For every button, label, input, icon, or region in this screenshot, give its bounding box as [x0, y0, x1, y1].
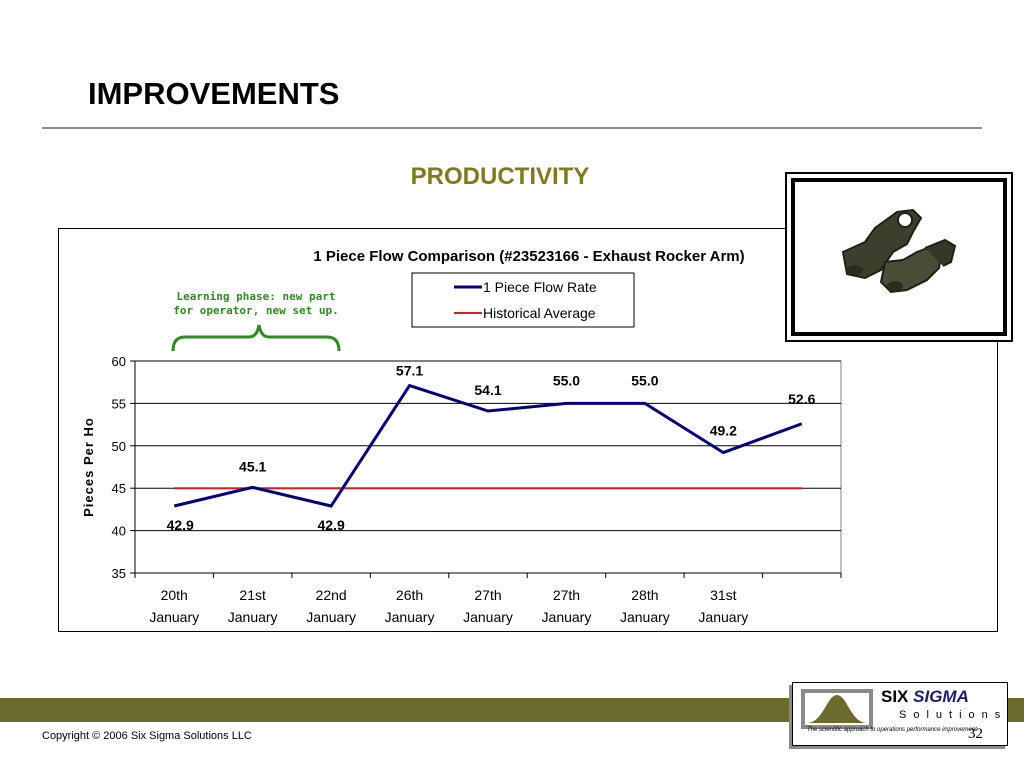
- title-divider: [42, 127, 982, 129]
- x-tick-label: January: [698, 609, 748, 625]
- x-tick-label: 22nd: [316, 587, 347, 603]
- logo-six: SIX: [881, 687, 909, 706]
- x-tick-label: January: [228, 609, 278, 625]
- data-label: 42.9: [317, 517, 344, 533]
- data-label: 45.1: [239, 458, 266, 474]
- data-label: 55.0: [631, 372, 658, 388]
- x-tick-label: 28th: [631, 587, 658, 603]
- x-tick-label: January: [385, 609, 435, 625]
- x-tick-label: 27th: [553, 587, 580, 603]
- slide-subtitle: PRODUCTIVITY: [410, 163, 590, 190]
- x-tick-label: 31st: [710, 587, 737, 603]
- data-label: 52.6: [788, 391, 815, 407]
- annotation-line-2: for operator, new set up.: [173, 304, 339, 317]
- x-tick-label: 20th: [161, 587, 188, 603]
- plot-area: [134, 360, 842, 574]
- x-tick-label: 27th: [474, 587, 501, 603]
- logo-tagline: The scientific approach to operations pe…: [807, 727, 977, 733]
- y-tick-label: 50: [112, 439, 126, 454]
- y-tick-label: 40: [112, 524, 126, 539]
- annotation-brace: [171, 324, 341, 352]
- product-photo-frame: [785, 172, 1013, 342]
- bell-curve-icon: [801, 689, 873, 729]
- data-label: 55.0: [553, 372, 580, 388]
- page-number: 32: [968, 726, 983, 742]
- data-label: 54.1: [474, 382, 501, 398]
- slide-title: IMPROVEMENTS: [88, 76, 340, 111]
- y-tick-label: 60: [112, 354, 126, 369]
- y-tick-label: 55: [112, 396, 126, 411]
- six-sigma-logo: SIX SIGMA Solutions The scientific appro…: [792, 682, 1008, 746]
- data-label: 57.1: [396, 363, 423, 379]
- y-tick-label: 35: [112, 566, 126, 581]
- logo-solutions: Solutions: [899, 709, 1008, 721]
- legend-box: [411, 272, 635, 328]
- legend-label-flow-rate: 1 Piece Flow Rate: [483, 279, 597, 295]
- series-line-flow-rate: [173, 383, 803, 508]
- x-tick-label: 26th: [396, 587, 423, 603]
- rocker-arm-image: [841, 208, 957, 294]
- annotation-line-1: Learning phase: new part: [177, 290, 336, 303]
- y-axis-label: Pieces Per Ho: [81, 417, 96, 517]
- x-tick-label: 21st: [239, 587, 266, 603]
- x-tick-label: January: [306, 609, 356, 625]
- chart-title: 1 Piece Flow Comparison (#23523166 - Exh…: [313, 248, 744, 265]
- logo-wordmark: SIX SIGMA: [881, 687, 969, 707]
- product-photo: [791, 178, 1007, 336]
- copyright-text: Copyright © 2006 Six Sigma Solutions LLC: [42, 730, 252, 742]
- logo-sigma: SIGMA: [913, 687, 969, 706]
- data-label: 42.9: [167, 517, 194, 533]
- legend-label-historical-average: Historical Average: [483, 305, 596, 321]
- x-tick-label: January: [149, 609, 199, 625]
- x-tick-label: January: [542, 609, 592, 625]
- x-tick-label: January: [620, 609, 670, 625]
- line-chart: 1 Piece Flow Comparison (#23523166 - Exh…: [81, 248, 842, 625]
- y-tick-label: 45: [112, 481, 126, 496]
- data-label: 49.2: [710, 423, 737, 439]
- x-tick-label: January: [463, 609, 513, 625]
